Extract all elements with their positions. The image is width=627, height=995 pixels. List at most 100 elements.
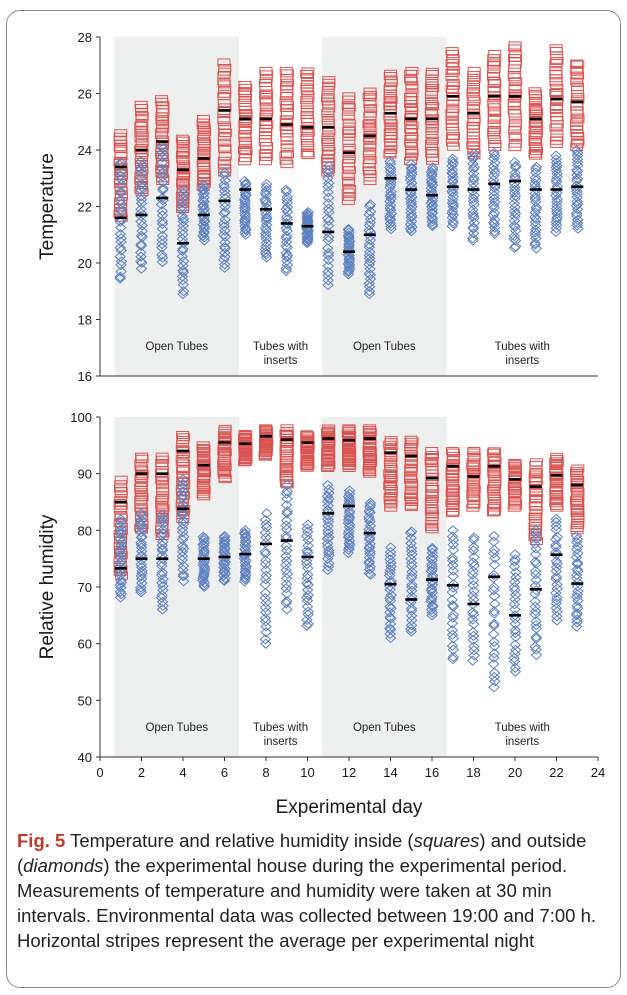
inside-point bbox=[570, 59, 584, 68]
outside-point bbox=[487, 536, 500, 547]
outside-point bbox=[509, 610, 521, 621]
inside-point bbox=[550, 51, 564, 60]
inside-point bbox=[405, 146, 419, 155]
outside-point bbox=[529, 556, 542, 567]
inside-point bbox=[550, 83, 564, 92]
inside-point bbox=[300, 101, 314, 110]
inside-point bbox=[446, 448, 460, 457]
outside-point bbox=[571, 600, 583, 612]
outside-point bbox=[156, 210, 169, 221]
outside-point bbox=[302, 589, 314, 601]
inside-point bbox=[487, 54, 501, 63]
outside-point bbox=[259, 579, 272, 590]
y-tick-label: 28 bbox=[78, 30, 92, 45]
inside-point bbox=[197, 137, 211, 146]
inside-point bbox=[529, 524, 543, 533]
outside-point bbox=[218, 241, 231, 253]
inside-point bbox=[446, 460, 460, 469]
inside-point bbox=[280, 140, 294, 149]
outside-point bbox=[135, 185, 147, 196]
outside-point bbox=[302, 206, 314, 218]
outside-point bbox=[406, 579, 418, 590]
outside-point bbox=[156, 163, 168, 174]
outside-point bbox=[468, 541, 480, 553]
inside-point bbox=[405, 66, 419, 75]
x-tick-label: 2 bbox=[138, 765, 145, 780]
outside-point bbox=[468, 585, 480, 597]
outside-point bbox=[529, 239, 541, 250]
outside-point bbox=[156, 230, 169, 242]
inside-point bbox=[446, 126, 460, 135]
inside-point bbox=[550, 452, 564, 461]
figure-frame bbox=[6, 10, 621, 988]
inside-point bbox=[217, 77, 231, 86]
inside-point bbox=[238, 81, 252, 90]
inside-point bbox=[404, 435, 418, 444]
outside-point bbox=[509, 173, 521, 184]
outside-point bbox=[447, 601, 460, 612]
outside-point bbox=[405, 532, 417, 544]
outside-point bbox=[114, 195, 127, 206]
outside-point bbox=[260, 607, 272, 618]
outside-point bbox=[115, 256, 128, 267]
inside-point bbox=[362, 167, 376, 176]
outside-point bbox=[114, 586, 127, 597]
inside-point bbox=[487, 114, 501, 123]
outside-point bbox=[385, 613, 397, 624]
inside-point bbox=[114, 475, 128, 484]
outside-point bbox=[468, 560, 480, 572]
inside-point bbox=[322, 146, 336, 155]
outside-point bbox=[467, 614, 479, 625]
outside-point bbox=[405, 158, 417, 170]
inside-point bbox=[176, 435, 190, 444]
inside-point bbox=[363, 141, 377, 150]
outside-point bbox=[426, 558, 438, 570]
outside-point bbox=[530, 633, 543, 644]
outside-point bbox=[177, 576, 190, 587]
outside-point bbox=[384, 612, 396, 623]
inside-point bbox=[528, 131, 542, 140]
outside-point bbox=[301, 577, 313, 589]
outside-point bbox=[550, 573, 562, 585]
inside-point bbox=[301, 91, 315, 100]
inside-point bbox=[155, 496, 169, 505]
inside-point bbox=[404, 104, 418, 113]
inside-point bbox=[341, 112, 355, 121]
outside-point bbox=[529, 237, 542, 249]
outside-point bbox=[322, 266, 334, 277]
outside-point bbox=[156, 151, 169, 163]
inside-point bbox=[155, 505, 169, 514]
outside-point bbox=[260, 213, 273, 225]
inside-point bbox=[487, 448, 501, 457]
outside-point bbox=[384, 592, 396, 604]
inside-point bbox=[342, 155, 356, 164]
inside-point bbox=[550, 133, 564, 142]
outside-point bbox=[135, 191, 148, 202]
inside-point bbox=[550, 477, 564, 486]
outside-point bbox=[177, 265, 189, 276]
inside-point bbox=[114, 183, 128, 192]
outside-point bbox=[447, 181, 459, 192]
outside-point bbox=[508, 581, 521, 593]
inside-point bbox=[301, 117, 315, 126]
outside-point bbox=[363, 557, 375, 569]
outside-point bbox=[301, 614, 313, 626]
outside-point bbox=[177, 560, 190, 572]
outside-point bbox=[281, 595, 293, 607]
outside-point bbox=[467, 634, 479, 646]
figure-caption: Fig. 5 Temperature and relative humidity… bbox=[17, 828, 607, 953]
inside-point bbox=[570, 467, 584, 476]
inside-point bbox=[300, 115, 314, 124]
outside-point bbox=[259, 537, 272, 549]
inside-point bbox=[529, 113, 543, 122]
outside-point bbox=[508, 206, 521, 217]
outside-point bbox=[115, 222, 127, 233]
inside-point bbox=[405, 105, 419, 114]
inside-point bbox=[549, 47, 563, 56]
inside-point bbox=[259, 95, 273, 104]
outside-point bbox=[384, 618, 397, 630]
inside-point bbox=[322, 76, 336, 85]
outside-point bbox=[571, 614, 583, 625]
outside-point bbox=[509, 549, 521, 560]
inside-point bbox=[404, 443, 418, 452]
